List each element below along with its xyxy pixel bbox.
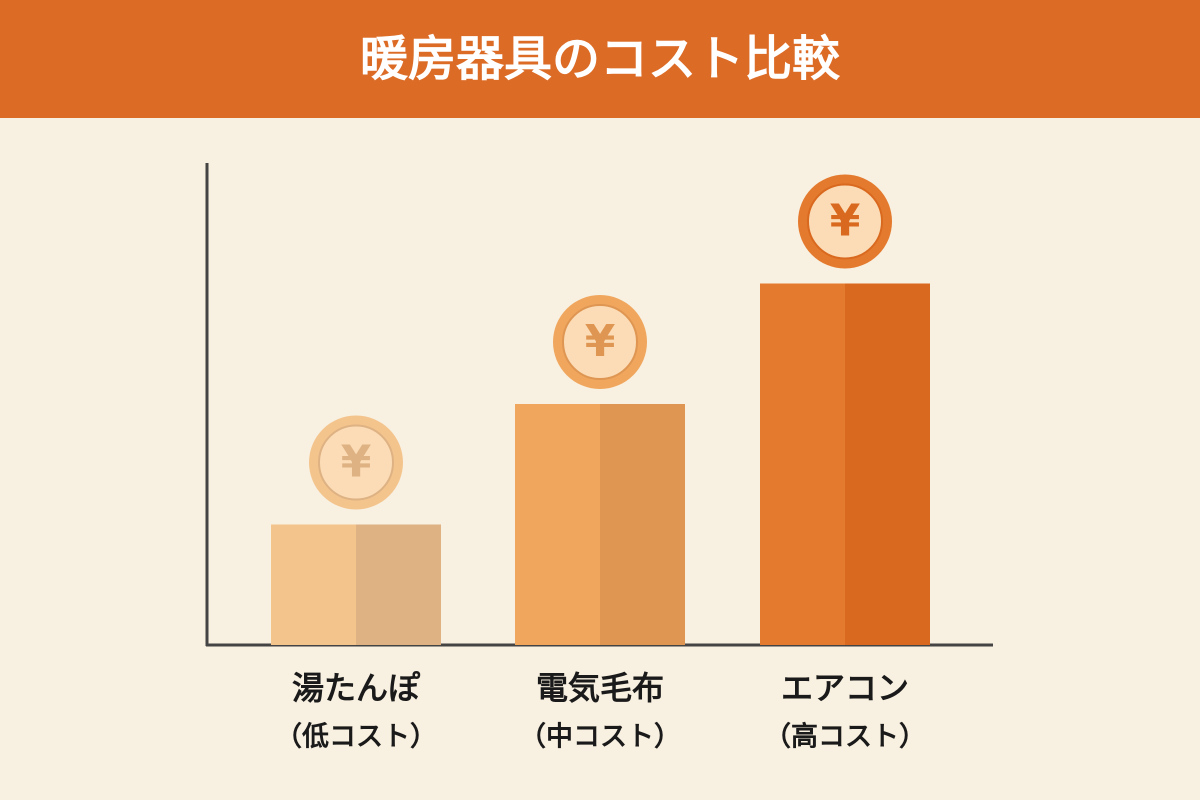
title-banner	[0, 0, 1200, 118]
bar-shade	[600, 404, 685, 645]
x-tick-sublabel: （中コスト）	[519, 722, 681, 753]
coin-face	[807, 183, 883, 260]
bar-shade	[845, 283, 930, 645]
bar-shade	[356, 524, 441, 645]
x-tick-sublabel: （低コスト）	[275, 722, 437, 753]
chart-title: 暖房器具のコスト比較	[360, 31, 841, 87]
x-tick-label: 湯たんぽ	[292, 669, 421, 707]
coin-symbol: ¥	[830, 196, 861, 247]
x-tick-label: 電気毛布	[536, 669, 664, 707]
coin-face	[318, 424, 394, 501]
coin-face	[562, 304, 638, 380]
x-tick-sublabel: （高コスト）	[764, 721, 926, 753]
x-tick-label: エアコン	[781, 669, 909, 707]
coin-symbol: ¥	[585, 316, 616, 367]
coin-symbol: ¥	[341, 437, 372, 488]
